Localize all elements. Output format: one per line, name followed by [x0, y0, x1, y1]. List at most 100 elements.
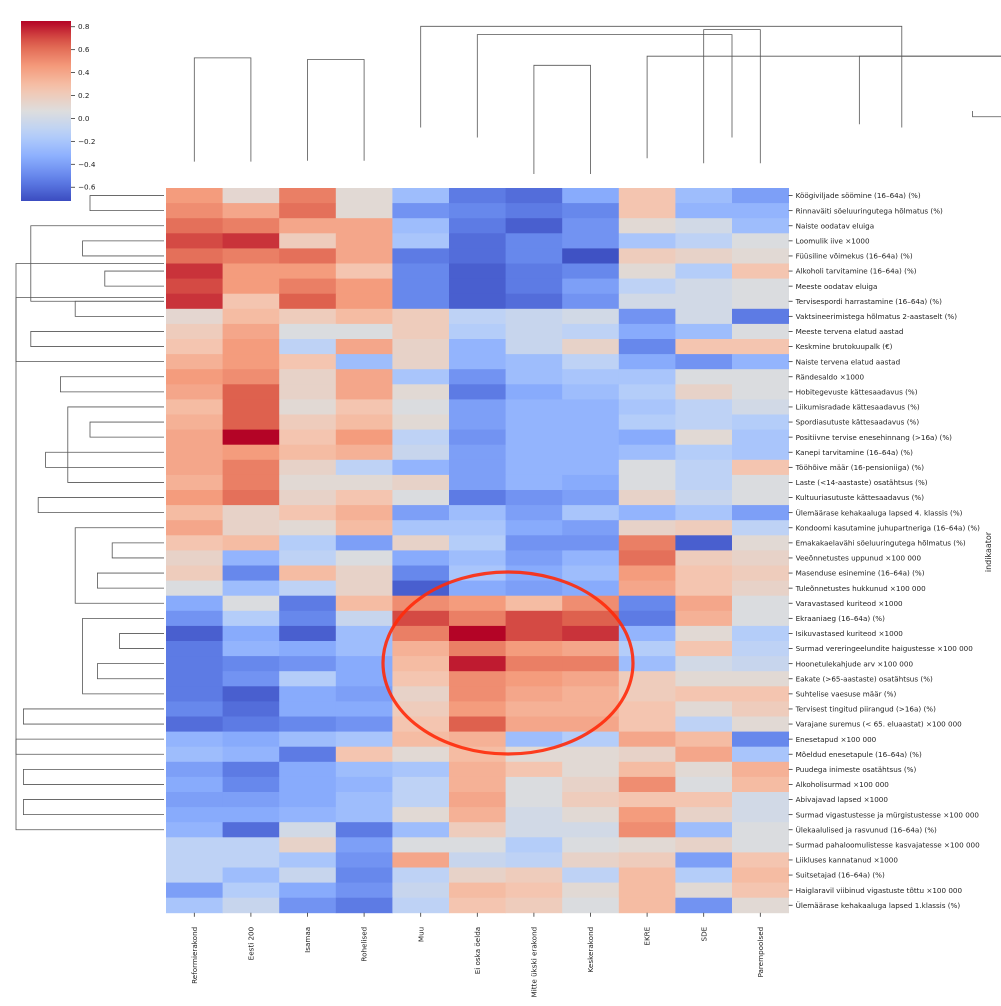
heatmap-cell	[505, 459, 563, 476]
heatmap-cell	[222, 837, 280, 853]
row-dendrogram-link	[111, 542, 164, 559]
row-dendrogram-link	[37, 497, 164, 514]
heatmap-cell	[222, 882, 280, 899]
heatmap-cell	[335, 535, 393, 551]
heatmap-cell	[562, 701, 620, 717]
heatmap-cell	[505, 792, 563, 808]
heatmap-cell	[618, 369, 676, 385]
heatmap-cell	[675, 897, 733, 914]
heatmap-cell	[335, 550, 393, 566]
heatmap-cell	[732, 792, 789, 808]
heatmap-cell	[675, 339, 733, 355]
heatmap-cell	[222, 308, 280, 325]
heatmap-cell	[222, 897, 280, 914]
heatmap-cell	[392, 384, 450, 400]
heatmap-cell	[392, 369, 450, 385]
heatmap-cell	[166, 716, 223, 732]
heatmap-cell	[222, 716, 280, 732]
heatmap-cell	[618, 565, 676, 581]
heatmap-cell	[505, 897, 563, 914]
heatmap-cell	[449, 595, 506, 612]
heatmap-cell	[562, 414, 620, 430]
heatmap-cell	[675, 686, 733, 702]
heatmap-cell	[279, 505, 337, 521]
row-label: Alkoholisurmad ×100 000	[796, 780, 890, 789]
heatmap-cell	[618, 399, 676, 415]
heatmap-cell	[166, 867, 223, 883]
heatmap-cell	[618, 807, 676, 823]
heatmap-cell	[392, 580, 450, 597]
heatmap-cell	[335, 897, 393, 914]
heatmap-cell	[222, 701, 280, 717]
heatmap-cell	[392, 354, 450, 370]
row-label: Hoonetulekahjude arv ×100 000	[796, 659, 914, 668]
heatmap-cell	[449, 746, 506, 763]
heatmap-cell	[166, 882, 223, 899]
heatmap-cell	[562, 580, 620, 597]
heatmap-cell	[618, 610, 676, 627]
heatmap-cell	[335, 565, 393, 581]
heatmap-cell	[166, 459, 223, 476]
heatmap-cell	[562, 837, 620, 853]
heatmap-cell	[166, 595, 223, 612]
heatmap-cell	[279, 550, 337, 566]
heatmap-cell	[732, 293, 789, 310]
heatmap-cell	[732, 776, 789, 793]
column-dendrogram-link	[476, 34, 733, 138]
heatmap-cell	[392, 278, 450, 295]
heatmap-cell	[392, 792, 450, 808]
heatmap-cell	[505, 444, 563, 461]
heatmap-cell	[449, 263, 506, 279]
heatmap-cell	[732, 882, 789, 899]
heatmap-cell	[279, 203, 337, 219]
row-label: Tööhõive määr (16-pensioniiga) (%)	[795, 463, 925, 472]
heatmap-cell	[505, 671, 563, 687]
heatmap-cell	[562, 399, 620, 415]
heatmap-cell	[675, 746, 733, 763]
heatmap-cell	[279, 595, 337, 612]
heatmap-cell	[222, 595, 280, 612]
row-label: Naiste tervena elatud aastad	[796, 357, 901, 366]
heatmap-cell	[392, 822, 450, 838]
heatmap-cell	[279, 308, 337, 325]
heatmap-cell	[618, 731, 676, 748]
row-label: Laste (<14-aastaste) osatähtsus (%)	[796, 478, 928, 487]
heatmap-cell	[392, 218, 450, 234]
heatmap-cell	[618, 188, 676, 204]
heatmap-cell	[335, 339, 393, 355]
heatmap-cell	[166, 761, 223, 778]
heatmap-cell	[505, 550, 563, 566]
heatmap-cell	[505, 656, 563, 672]
heatmap-cell	[449, 505, 506, 521]
heatmap-cell	[279, 565, 337, 581]
row-label: Keskmine brutokuupalk (€)	[796, 342, 893, 351]
heatmap-cell	[166, 323, 223, 340]
heatmap-cell	[618, 595, 676, 612]
heatmap-cell	[279, 248, 337, 264]
heatmap-cell	[392, 716, 450, 732]
heatmap-cell	[222, 278, 280, 295]
heatmap-cell	[505, 595, 563, 612]
colorbar: −0.6 −0.4 −0.2 0.0 0.2 0.4 0.6 0.8	[21, 21, 96, 201]
heatmap-cell	[222, 535, 280, 551]
colorbar-gradient	[21, 21, 71, 201]
heatmap-cell	[449, 203, 506, 219]
column-label: SDE	[699, 926, 708, 941]
heatmap-cell	[166, 822, 223, 838]
row-label: Ülekaalulised ja rasvunud (16–64a) (%)	[796, 825, 937, 834]
heatmap-cell	[279, 188, 337, 204]
heatmap-cell	[392, 308, 450, 325]
row-dendrogram-link	[82, 617, 164, 695]
heatmap-cell	[618, 354, 676, 370]
heatmap-cell	[335, 218, 393, 234]
heatmap-cell	[675, 248, 733, 264]
heatmap-cell	[618, 474, 676, 491]
row-dendrogram-link	[15, 738, 164, 755]
heatmap-cell	[732, 248, 789, 264]
heatmap-cell	[618, 384, 676, 400]
heatmap-cell	[675, 852, 733, 868]
heatmap-cell	[392, 882, 450, 899]
heatmap-cell	[505, 339, 563, 355]
heatmap-cell	[618, 490, 676, 506]
heatmap-cell	[392, 776, 450, 793]
